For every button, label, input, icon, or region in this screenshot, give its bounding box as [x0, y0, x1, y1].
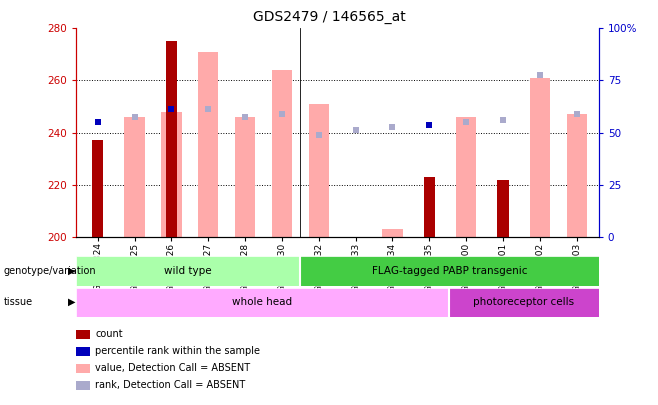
Bar — [166, 41, 177, 237]
Bar — [424, 177, 435, 237]
Bar — [382, 229, 403, 237]
Bar — [567, 114, 587, 237]
Text: count: count — [95, 329, 123, 339]
Bar — [309, 104, 329, 237]
Bar — [76, 288, 449, 317]
Text: ▶: ▶ — [68, 297, 75, 307]
Text: ▶: ▶ — [68, 266, 75, 276]
Bar — [161, 112, 182, 237]
Text: photoreceptor cells: photoreceptor cells — [474, 297, 574, 307]
Bar — [76, 256, 300, 286]
Bar — [449, 288, 599, 317]
Bar — [272, 70, 292, 237]
Text: wild type: wild type — [164, 266, 212, 276]
Bar — [497, 179, 509, 237]
Bar — [300, 256, 599, 286]
Bar — [235, 117, 255, 237]
Text: GDS2479 / 146565_at: GDS2479 / 146565_at — [253, 10, 405, 24]
Text: genotype/variation: genotype/variation — [3, 266, 96, 276]
Bar — [530, 78, 550, 237]
Text: value, Detection Call = ABSENT: value, Detection Call = ABSENT — [95, 363, 251, 373]
Text: tissue: tissue — [3, 297, 32, 307]
Bar — [198, 52, 218, 237]
Bar — [456, 117, 476, 237]
Bar — [92, 141, 103, 237]
Text: whole head: whole head — [232, 297, 293, 307]
Text: rank, Detection Call = ABSENT: rank, Detection Call = ABSENT — [95, 380, 245, 390]
Bar — [124, 117, 145, 237]
Text: percentile rank within the sample: percentile rank within the sample — [95, 346, 261, 356]
Text: FLAG-tagged PABP transgenic: FLAG-tagged PABP transgenic — [372, 266, 527, 276]
